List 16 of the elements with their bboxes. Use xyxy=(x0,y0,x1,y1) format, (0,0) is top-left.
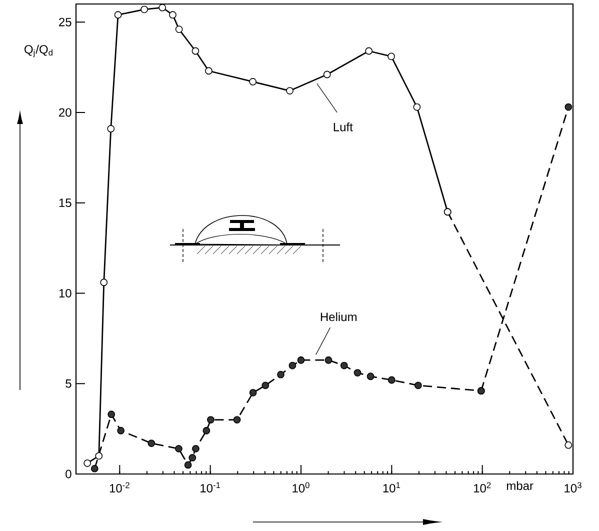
x-tick-label: 10$^{3}$ xyxy=(564,482,582,493)
x-tick-label: 10$^{-1}$ xyxy=(200,482,220,492)
y-tick-label: 15 xyxy=(59,198,72,208)
y-tick-label: 20 xyxy=(59,108,72,117)
text: Luft xyxy=(334,122,353,132)
x-tick-label: 10$^{-2}$ xyxy=(110,482,130,493)
y-tick-label: 5 xyxy=(66,379,72,388)
y-axis-title: Q$_{j}$/Q$_{d}$ xyxy=(24,44,52,58)
x-tick-label: 10$^{1}$ xyxy=(383,482,400,492)
y-tick-label: 10 xyxy=(59,288,72,298)
y-tick-label: 25 xyxy=(59,18,72,26)
x-tick-label: 10$^{0}$ xyxy=(292,482,310,493)
x-tick-label: 10$^{2}$ xyxy=(474,482,491,493)
x-axis-title: mbar xyxy=(506,481,534,490)
text: Helium xyxy=(320,312,356,322)
y-tick-label: 0 xyxy=(66,470,72,478)
